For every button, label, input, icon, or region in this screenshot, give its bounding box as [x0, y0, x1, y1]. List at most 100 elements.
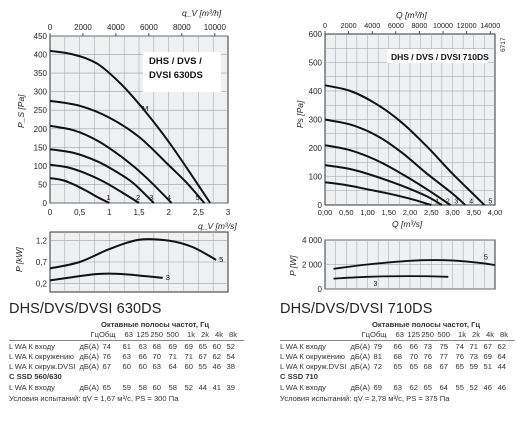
table-cell: 69 [168, 342, 177, 351]
series-line-2 [324, 164, 443, 206]
table-title-630ds: DHS/DVS/DVSI 630DS [9, 301, 162, 317]
y-tick-label: 100 [309, 173, 323, 182]
series-label-3: 3 [454, 198, 458, 205]
title-box [387, 49, 488, 63]
column-header: 250 [421, 330, 434, 339]
table-cell: 67 [198, 351, 207, 361]
section-label: C SSD 710 [280, 372, 318, 382]
series-label-2: 2 [446, 198, 450, 205]
series-line-3 [49, 148, 155, 204]
column-header: 4k [485, 330, 494, 339]
table-cell: 60 [184, 361, 193, 371]
x-tick-label: 2 [166, 208, 171, 217]
power-series-line-5 [49, 238, 217, 270]
table-row: L WA К входу дБ(А) 74 61 63 68 69 69 65 60 52 [9, 342, 244, 352]
y-tick-label: 200 [34, 125, 48, 134]
octave-band-header: Октавные полосы частот, Гц [101, 320, 210, 329]
column-header: Общ [99, 330, 116, 339]
series-label-5: 5 [488, 198, 492, 205]
x2-tick-label: 8000 [411, 21, 427, 30]
x2-tick-label: 12000 [457, 21, 477, 30]
table-cell: 79 [373, 342, 382, 351]
column-header: 250 [150, 330, 163, 339]
table-cell: 65 [423, 383, 432, 393]
table-cell: 55 [198, 361, 207, 371]
y-tick-label: 0 [43, 199, 48, 208]
table-row: L WA К входу дБ(А) 65 59 58 60 58 52 44 41 39 [9, 383, 244, 393]
row-unit: дБ(А) [79, 361, 99, 371]
row-unit: дБ(А) [350, 361, 370, 371]
octave-band-header: Октавные полосы частот, Гц [372, 320, 481, 329]
table-row: L WA К входу дБ(А) 69 63 62 65 64 55 52 46 46 [280, 383, 515, 393]
table-cell: 54 [226, 351, 235, 361]
table-cell: 64 [168, 361, 177, 371]
table-cell: 67 [483, 342, 492, 351]
table-cell: 65 [409, 361, 418, 371]
x-tick-label: 4,00 [488, 208, 503, 217]
series-line-5 [49, 99, 206, 204]
table-cell: 76 [455, 351, 464, 361]
table-cell: 60 [212, 342, 221, 351]
table-cell: 60 [138, 361, 147, 371]
column-header: 4k [214, 330, 223, 339]
y-tick-label: 100 [34, 162, 48, 171]
x-tick-label: 2,5 [193, 208, 205, 217]
table-cell: 46 [497, 383, 506, 393]
table-cell: 75 [439, 342, 448, 351]
series-label-2: 2 [136, 193, 140, 202]
power-series-label-5: 5 [219, 255, 223, 264]
column-header: 2k [200, 330, 209, 339]
table-cell: 59 [122, 383, 131, 393]
y-tick-label: 200 [309, 144, 323, 153]
section-label: C SSD 560/630 [9, 372, 62, 382]
y-tick-label: 300 [34, 88, 48, 97]
table-cell: 52 [226, 342, 235, 351]
header-divider [9, 340, 244, 341]
row-unit: дБ(А) [79, 342, 99, 351]
table-cell: 66 [409, 342, 418, 351]
chart-title: DHS / DVS / DVSI 710DS [391, 52, 489, 62]
column-header: 1k [186, 330, 195, 339]
power-y-tick-label: 0 [318, 285, 323, 294]
y-tick-label: 0 [318, 201, 323, 210]
series-label-4: 4 [167, 193, 171, 202]
x-tick-label: 3,00 [445, 208, 460, 217]
column-header: 125 [407, 330, 420, 339]
row-label: L WA К входу [280, 383, 326, 393]
y-tick-label: 300 [309, 116, 323, 125]
series-label-3: 3 [149, 193, 153, 202]
table-cell: 71 [168, 351, 177, 361]
table-cell: 68 [152, 342, 161, 351]
power-y-tick-label: 1,2 [36, 237, 48, 246]
table-cell: 66 [393, 342, 402, 351]
table-cell: 64 [439, 383, 448, 393]
power-series-label-3: 3 [166, 273, 170, 282]
table-cell: 70 [409, 351, 418, 361]
table-cell: 44 [198, 383, 207, 393]
table-cell: 59 [469, 361, 478, 371]
x2-tick-label: 0 [323, 21, 327, 30]
row-unit: дБ(А) [350, 342, 370, 351]
table-cell: 76 [102, 351, 111, 361]
x-tick-label: 3 [226, 208, 231, 217]
row-unit: дБ(А) [79, 383, 99, 393]
series-line-4 [324, 118, 466, 206]
series-line-2 [49, 163, 140, 204]
table-cell: 63 [152, 361, 161, 371]
row-label: L WA К входу [280, 342, 326, 351]
table-cell: 39 [226, 383, 235, 393]
table-cell: 65 [455, 361, 464, 371]
table-cell: 41 [212, 383, 221, 393]
x-axis-label: q_V [m³/s] [198, 221, 237, 231]
series-label-5: 5 [195, 193, 199, 202]
header-divider [280, 340, 515, 341]
table-cell: 46 [483, 383, 492, 393]
x-tick-label: 1,50 [381, 208, 396, 217]
row-label: L WA К входу [9, 342, 55, 351]
y-tick-label: 400 [34, 51, 48, 60]
table-cell: 71 [184, 351, 193, 361]
figure-code: 6717 [500, 37, 507, 52]
power-y-axis-label: P [W] [288, 255, 298, 276]
power-y-axis-label: P [kW] [14, 247, 24, 272]
series-label-m: M [142, 104, 148, 113]
